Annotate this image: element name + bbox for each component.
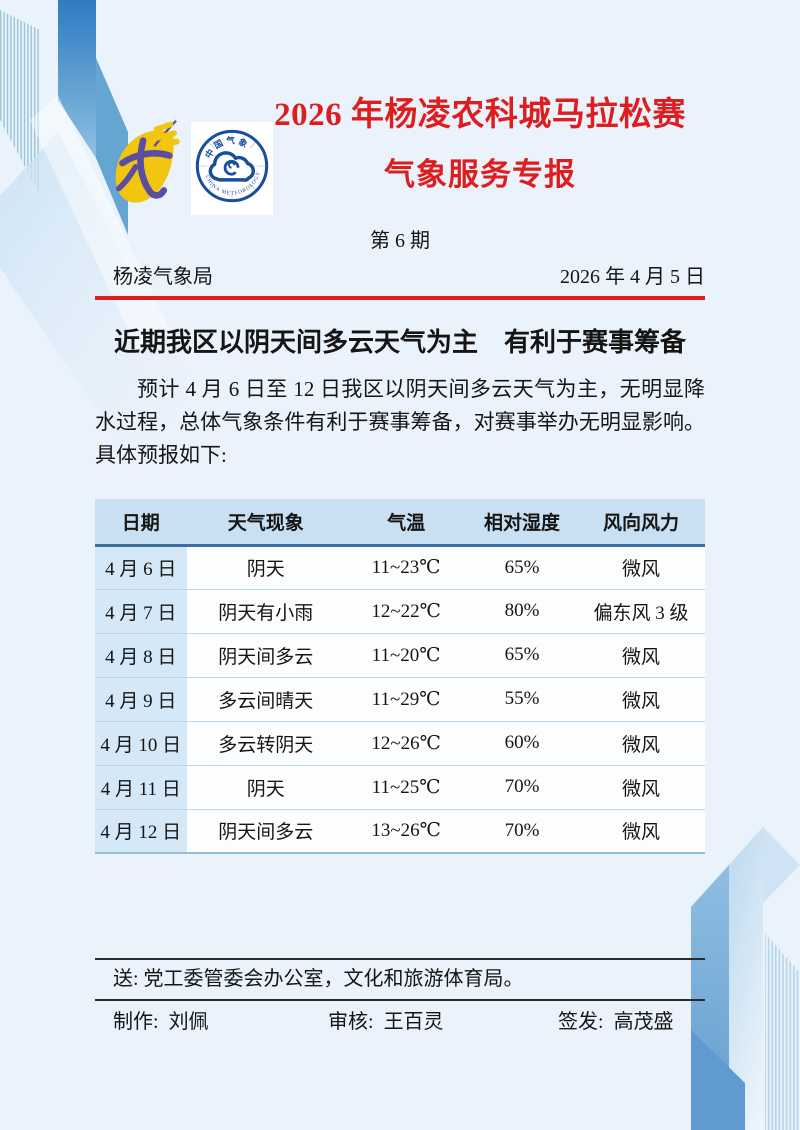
table-row: 4 月 12 日 阴天间多云 13~26℃ 70% 微风 bbox=[95, 809, 705, 854]
table-cell-weather: 阴天 bbox=[186, 765, 346, 810]
distribution-line: 送: 党工委管委会办公室，文化和旅游体育局。 bbox=[113, 968, 524, 990]
table-cell-wind: 微风 bbox=[576, 633, 705, 678]
table-cell-temperature: 11~20℃ bbox=[345, 633, 468, 678]
table-cell-wind: 微风 bbox=[576, 765, 705, 810]
col-header-date: 日期 bbox=[95, 499, 187, 547]
signoff-row: 制作: 刘佩 审核: 王百灵 签发: 高茂盛 bbox=[95, 1001, 705, 1036]
table-cell-humidity: 65% bbox=[467, 633, 577, 678]
forecast-table-body: 4 月 6 日 阴天 11~23℃ 65% 微风 4 月 7 日 阴天有小雨 1… bbox=[95, 545, 705, 854]
col-header-wind: 风向风力 bbox=[576, 499, 705, 547]
issuer: 签发: 高茂盛 bbox=[558, 1011, 674, 1033]
corner-ribbon-top-left bbox=[0, 0, 212, 440]
masthead: 中国气象 CHINA METEOROLOGY 2026 年杨凌农科城 bbox=[95, 94, 705, 215]
table-cell-temperature: 13~26℃ bbox=[345, 809, 468, 854]
yangling-logo-icon bbox=[115, 119, 180, 203]
footer-divider-top bbox=[95, 958, 705, 960]
footer: 送: 党工委管委会办公室，文化和旅游体育局。 制作: 刘佩 审核: 王百灵 签发: 高… bbox=[95, 958, 705, 1036]
table-cell-date: 4 月 6 日 bbox=[95, 545, 187, 590]
table-cell-humidity: 55% bbox=[467, 677, 577, 722]
reviewer: 审核: 王百灵 bbox=[328, 1011, 444, 1033]
table-cell-humidity: 70% bbox=[467, 765, 577, 810]
subtitle: 气象服务专报 bbox=[384, 157, 576, 192]
table-cell-temperature: 11~29℃ bbox=[345, 677, 468, 722]
headline: 近期我区以阴天间多云天气为主 有利于赛事筹备 bbox=[113, 328, 686, 357]
table-cell-temperature: 12~26℃ bbox=[345, 721, 468, 766]
col-header-temperature: 气温 bbox=[345, 499, 468, 547]
issue-number: 第 6 期 bbox=[370, 230, 430, 252]
footer-divider-bottom bbox=[95, 999, 705, 1001]
table-cell-date: 4 月 11 日 bbox=[95, 765, 187, 810]
main-title: 2026 年杨凌农科城马拉松赛 bbox=[274, 97, 686, 133]
table-cell-humidity: 70% bbox=[467, 809, 577, 854]
table-cell-weather: 阴天间多云 bbox=[186, 633, 346, 678]
title-block: 2026 年杨凌农科城马拉松赛 气象服务专报 bbox=[273, 94, 705, 215]
report-date: 2026 年 4 月 5 日 bbox=[560, 266, 705, 288]
table-cell-humidity: 60% bbox=[467, 721, 577, 766]
table-row: 4 月 8 日 阴天间多云 11~20℃ 65% 微风 bbox=[95, 633, 705, 678]
table-cell-humidity: 65% bbox=[467, 545, 577, 590]
table-cell-date: 4 月 7 日 bbox=[95, 589, 187, 634]
table-cell-weather: 多云转阴天 bbox=[186, 721, 346, 766]
col-header-weather: 天气现象 bbox=[186, 499, 346, 547]
cma-logo-icon: 中国气象 CHINA METEOROLOGY bbox=[193, 125, 271, 207]
table-cell-date: 4 月 12 日 bbox=[95, 809, 187, 854]
corner-ribbon-bottom-right bbox=[691, 827, 800, 1130]
table-cell-weather: 多云间晴天 bbox=[186, 677, 346, 722]
table-header-row: 日期 天气现象 气温 相对湿度 风向风力 bbox=[95, 499, 705, 547]
table-cell-date: 4 月 8 日 bbox=[95, 633, 187, 678]
table-cell-weather: 阴天 bbox=[186, 545, 346, 590]
table-cell-weather: 阴天有小雨 bbox=[186, 589, 346, 634]
table-cell-wind: 微风 bbox=[576, 809, 705, 854]
col-header-humidity: 相对湿度 bbox=[467, 499, 577, 547]
red-divider bbox=[95, 296, 705, 300]
table-cell-temperature: 11~25℃ bbox=[345, 765, 468, 810]
table-cell-humidity: 80% bbox=[467, 589, 577, 634]
table-row: 4 月 6 日 阴天 11~23℃ 65% 微风 bbox=[95, 545, 705, 590]
table-cell-wind: 微风 bbox=[576, 721, 705, 766]
table-cell-date: 4 月 10 日 bbox=[95, 721, 187, 766]
logo-group: 中国气象 CHINA METEOROLOGY bbox=[107, 118, 273, 215]
producer: 制作: 刘佩 bbox=[113, 1011, 209, 1033]
table-cell-wind: 微风 bbox=[576, 677, 705, 722]
agency-name: 杨凌气象局 bbox=[113, 266, 213, 288]
document-body: 中国气象 CHINA METEOROLOGY 2026 年杨凌农科城 bbox=[95, 0, 705, 1036]
table-cell-date: 4 月 9 日 bbox=[95, 677, 187, 722]
table-cell-temperature: 12~22℃ bbox=[345, 589, 468, 634]
byline-row: 杨凌气象局 2026 年 4 月 5 日 bbox=[95, 263, 705, 291]
table-row: 4 月 9 日 多云间晴天 11~29℃ 55% 微风 bbox=[95, 677, 705, 722]
cma-logo-frame: 中国气象 CHINA METEOROLOGY bbox=[191, 122, 273, 215]
table-row: 4 月 11 日 阴天 11~25℃ 70% 微风 bbox=[95, 765, 705, 810]
table-cell-wind: 微风 bbox=[576, 545, 705, 590]
table-row: 4 月 10 日 多云转阴天 12~26℃ 60% 微风 bbox=[95, 721, 705, 766]
summary-paragraph: 预计 4 月 6 日至 12 日我区以阴天间多云天气为主，无明显降水过程，总体气… bbox=[95, 377, 705, 467]
table-cell-weather: 阴天间多云 bbox=[186, 809, 346, 854]
table-row: 4 月 7 日 阴天有小雨 12~22℃ 80% 偏东风 3 级 bbox=[95, 589, 705, 634]
forecast-table: 日期 天气现象 气温 相对湿度 风向风力 4 月 6 日 阴天 11~23℃ 6… bbox=[95, 499, 705, 854]
table-cell-temperature: 11~23℃ bbox=[345, 545, 468, 590]
table-cell-wind: 偏东风 3 级 bbox=[576, 589, 705, 634]
